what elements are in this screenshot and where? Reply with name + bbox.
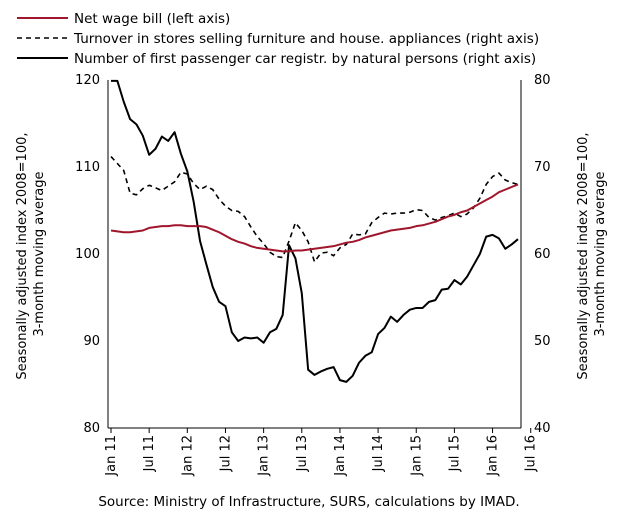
x-tick-label: Jan 16 [486, 435, 501, 477]
series-line-turnover [110, 156, 519, 263]
x-tick-label: Jan 11 [104, 435, 119, 477]
x-tick-label: Jan 14 [333, 435, 348, 477]
x-tick-label: Jul 16 [524, 435, 539, 472]
right-axis-ticks: 40 50 60 70 80 [534, 73, 551, 436]
right-tick-label: 40 [534, 421, 551, 436]
left-axis-title: Seasonally adjusted index 2008=100, 3-mo… [15, 128, 47, 379]
right-tick-label: 60 [534, 247, 551, 262]
right-axis-title-line-2: 3-month moving average [593, 171, 608, 336]
left-axis-ticks: 80 90 100 110 120 [75, 73, 100, 436]
left-tick-label: 100 [75, 247, 100, 262]
right-tick-label: 70 [534, 160, 551, 175]
series-line-net-wage-bill [110, 183, 519, 253]
x-axis-ticks: Jan 11 Jul 11 Jan 12 Jul 12 Jan 13 Jul 13 Jan … [104, 428, 539, 477]
right-tick-label: 80 [534, 73, 551, 88]
legend-label-net-wage-bill: Net wage bill (left axis) [74, 11, 230, 27]
series-line-car-registrations [111, 79, 519, 383]
legend: Net wage bill (left axis) Turnover in st… [17, 11, 539, 67]
x-tick-label: Jul 14 [371, 435, 386, 472]
left-axis-title-line-1: Seasonally adjusted index 2008=100, [15, 133, 30, 380]
right-tick-label: 50 [534, 334, 551, 349]
series-layer [110, 79, 519, 383]
source-note: Source: Ministry of Infrastructure, SURS… [98, 494, 519, 510]
x-tick-label: Jul 13 [295, 435, 310, 472]
right-axis-title-line-1: Seasonally adjusted index 2008=100, [576, 133, 591, 380]
legend-label-car-registrations: Number of first passenger car registr. b… [74, 51, 536, 67]
x-tick-label: Jul 12 [218, 435, 233, 472]
left-tick-label: 90 [83, 334, 100, 349]
x-tick-label: Jul 11 [142, 435, 157, 472]
right-axis-title: Seasonally adjusted index 2008=100, 3-mo… [576, 128, 608, 379]
left-axis-title-line-2: 3-month moving average [32, 171, 47, 336]
x-tick-label: Jan 12 [180, 435, 195, 477]
legend-label-turnover: Turnover in stores selling furniture and… [73, 31, 539, 47]
plot-frame [107, 80, 522, 429]
x-tick-label: Jul 15 [447, 435, 462, 472]
x-tick-label: Jan 15 [409, 435, 424, 477]
x-tick-label: Jan 13 [257, 435, 272, 477]
left-tick-label: 120 [75, 73, 100, 88]
left-tick-label: 80 [83, 421, 100, 436]
left-tick-label: 110 [75, 160, 100, 175]
